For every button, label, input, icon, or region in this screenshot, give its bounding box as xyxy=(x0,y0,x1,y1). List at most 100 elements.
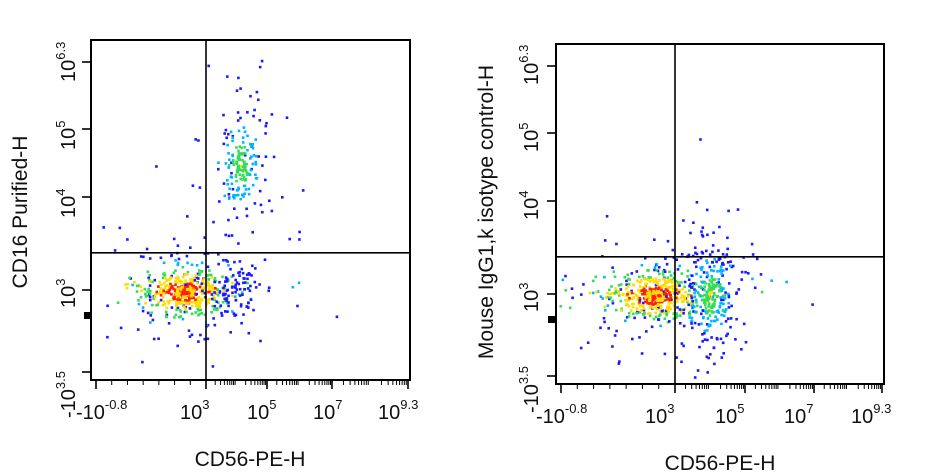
event-dot xyxy=(710,281,714,285)
event-dot xyxy=(102,226,105,229)
event-dot xyxy=(713,298,717,301)
event-dot xyxy=(248,142,252,146)
event-dot xyxy=(224,258,228,262)
right-axis-marker xyxy=(548,316,556,323)
event-dot xyxy=(633,292,637,296)
event-dot xyxy=(644,292,647,296)
event-dot xyxy=(261,164,264,167)
event-dot xyxy=(291,285,295,289)
event-dot xyxy=(674,300,678,303)
event-dot xyxy=(687,293,690,297)
event-dot xyxy=(689,231,692,235)
event-dot xyxy=(213,323,217,327)
event-dot xyxy=(241,293,244,296)
event-dot xyxy=(694,298,698,302)
event-dot xyxy=(245,207,248,211)
event-dot xyxy=(680,308,683,312)
event-dot xyxy=(659,304,663,308)
event-dot xyxy=(125,286,129,290)
event-dot xyxy=(753,286,757,290)
event-dot xyxy=(667,302,671,305)
event-dot xyxy=(688,310,692,314)
event-dot xyxy=(222,182,226,185)
event-dot xyxy=(251,162,255,166)
event-dot-core xyxy=(648,290,652,294)
event-dot xyxy=(191,184,195,187)
event-dot xyxy=(224,310,227,313)
event-dot xyxy=(701,294,704,298)
event-dot xyxy=(167,289,171,293)
left-x-tick-label: 109.3 xyxy=(378,397,418,424)
event-dot xyxy=(694,289,698,293)
event-dot xyxy=(197,300,200,303)
event-dot xyxy=(693,295,697,298)
left-y-tick-label: 106.3 xyxy=(53,42,80,82)
event-dot xyxy=(719,286,723,289)
event-dot-core xyxy=(237,164,240,168)
event-dot xyxy=(721,309,725,312)
event-dot xyxy=(615,329,618,333)
event-dot xyxy=(668,280,671,283)
event-dot xyxy=(217,262,220,266)
event-dot xyxy=(148,292,152,295)
right-y-tick-label: -103.5 xyxy=(516,366,543,413)
right-x-tick-label: 107 xyxy=(784,401,813,428)
event-dot xyxy=(631,297,634,301)
event-dot xyxy=(723,294,727,297)
event-dot xyxy=(210,290,213,294)
event-dot xyxy=(666,305,669,309)
event-dot xyxy=(701,333,704,336)
event-dot xyxy=(214,286,217,290)
event-dot xyxy=(194,298,197,301)
event-dot xyxy=(667,300,671,304)
event-dot xyxy=(201,279,204,282)
event-dot xyxy=(692,221,695,224)
event-dot xyxy=(222,286,225,290)
event-dot xyxy=(244,152,247,155)
event-dot xyxy=(153,295,157,299)
event-dot xyxy=(218,200,221,203)
event-dot xyxy=(228,187,231,191)
event-dot xyxy=(691,302,694,305)
event-dot xyxy=(163,286,167,290)
event-dot xyxy=(723,310,727,314)
event-dot xyxy=(186,272,189,276)
event-dot xyxy=(152,337,156,341)
event-dot xyxy=(239,197,242,201)
event-dot xyxy=(626,273,629,277)
event-dot xyxy=(164,315,168,318)
event-dot xyxy=(246,281,249,285)
event-dot xyxy=(203,236,206,239)
event-dot xyxy=(245,173,249,177)
event-dot xyxy=(237,149,240,153)
event-dot xyxy=(157,301,161,304)
event-dot xyxy=(612,270,616,273)
event-dot xyxy=(243,163,246,166)
event-dot xyxy=(167,302,171,305)
event-dot xyxy=(697,285,701,289)
event-dot xyxy=(135,290,139,293)
event-dot xyxy=(709,297,713,300)
event-dot-core xyxy=(191,290,195,294)
event-dot xyxy=(663,352,667,356)
event-dot xyxy=(636,298,639,302)
event-dot xyxy=(688,313,691,316)
event-dot xyxy=(705,208,709,212)
event-dot xyxy=(174,269,177,272)
event-dot xyxy=(211,283,214,287)
event-dot xyxy=(226,310,229,313)
event-dot xyxy=(226,288,230,292)
event-dot xyxy=(693,305,696,309)
event-dot xyxy=(281,196,284,199)
event-dot xyxy=(596,290,600,293)
event-dot xyxy=(742,322,746,326)
event-dot-core xyxy=(181,293,185,297)
event-dot xyxy=(617,289,620,293)
event-dot-core xyxy=(662,296,666,300)
event-dot xyxy=(689,303,692,307)
event-dot xyxy=(643,285,647,289)
event-dot xyxy=(168,288,172,291)
event-dot xyxy=(649,301,652,304)
event-dot xyxy=(685,299,689,302)
event-dot xyxy=(608,288,611,292)
